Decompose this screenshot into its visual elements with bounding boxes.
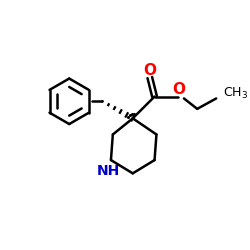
Text: O: O — [173, 82, 186, 98]
Text: CH$_3$: CH$_3$ — [223, 86, 248, 101]
Text: O: O — [143, 62, 156, 78]
Text: NH: NH — [96, 164, 120, 178]
